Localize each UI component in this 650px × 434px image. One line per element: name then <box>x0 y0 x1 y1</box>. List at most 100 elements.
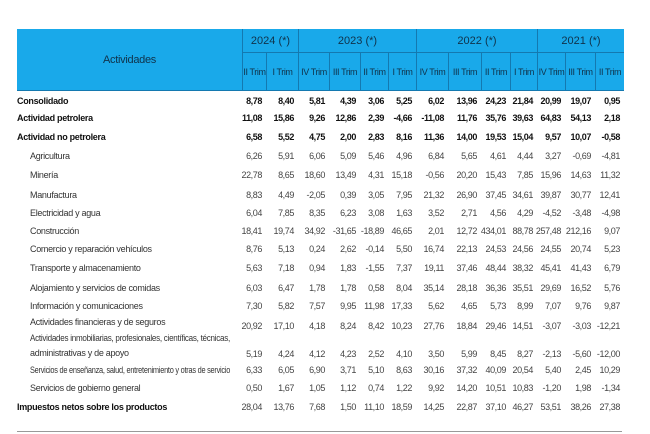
cell-value: 30,77 <box>570 190 591 200</box>
cell-value: 5,46 <box>368 151 384 161</box>
row-label: Construcción <box>30 226 79 236</box>
cell-value: 2,01 <box>428 226 444 236</box>
cell-value: 0,94 <box>309 263 325 273</box>
cell-value: 3,08 <box>368 208 384 218</box>
cell-value: 20,20 <box>456 170 477 180</box>
cell-value: -1,55 <box>365 263 384 273</box>
cell-value: 4,44 <box>517 151 533 161</box>
cell-value: 37,32 <box>456 365 477 375</box>
row-label: Consolidado <box>17 96 69 106</box>
table-row: Comercio y reparación vehículos 8,76 5,13 0… <box>0 243 650 259</box>
cell-value: -1,20 <box>542 383 561 393</box>
cell-value: 7,57 <box>309 301 325 311</box>
cell-value: 2,62 <box>340 244 356 254</box>
cell-value: 4,75 <box>309 132 325 142</box>
cell-value: 6,79 <box>604 263 620 273</box>
cell-value: 9,76 <box>575 301 591 311</box>
row-label: Actividades inmobiliarias, profesionales… <box>30 333 230 343</box>
cell-value: 212,16 <box>565 226 592 236</box>
cell-value: 4,65 <box>461 301 477 311</box>
cell-value: -1,34 <box>601 383 620 393</box>
cell-value: 11,08 <box>241 113 262 123</box>
cell-value: 39,63 <box>512 113 533 123</box>
cell-value: 24,55 <box>540 244 561 254</box>
cell-value: 9,95 <box>340 301 356 311</box>
cell-value: 5,99 <box>461 349 477 359</box>
cell-value: 4,12 <box>309 349 325 359</box>
row-label: Impuestos netos sobre los productos <box>17 402 168 412</box>
cell-value: 4,49 <box>278 190 294 200</box>
cell-value: 8,16 <box>396 132 412 142</box>
cell-value: 5,73 <box>490 301 506 311</box>
cell-value: 1,78 <box>309 283 325 293</box>
cell-value: 8,78 <box>246 96 262 106</box>
table-row: Consolidado 8,78 8,40 5,81 4,39 3,06 5,25 6,02 1… <box>0 95 650 111</box>
cell-value: 19,53 <box>485 132 506 142</box>
cell-value: 20,92 <box>241 321 262 331</box>
cell-value: 5,25 <box>396 96 412 106</box>
cell-value: 5,91 <box>278 151 294 161</box>
cell-value: 45,41 <box>540 263 561 273</box>
cell-value: 18,59 <box>391 402 412 412</box>
cell-value: 10,23 <box>391 321 412 331</box>
cell-value: 1,67 <box>278 383 294 393</box>
cell-value: 8,35 <box>309 208 325 218</box>
quarter-header: II Trim <box>595 53 624 90</box>
cell-value: 20,54 <box>512 365 533 375</box>
cell-value: 8,99 <box>517 301 533 311</box>
cell-value: 46,27 <box>512 402 533 412</box>
cell-value: 37,10 <box>485 402 506 412</box>
cell-value: -2,05 <box>306 190 325 200</box>
cell-value: 10,29 <box>599 365 620 375</box>
cell-value: 12,41 <box>599 190 620 200</box>
cell-value: 6,06 <box>309 151 325 161</box>
cell-value: 10,83 <box>512 383 533 393</box>
cell-value: -2,13 <box>542 349 561 359</box>
cell-value: 15,04 <box>512 132 533 142</box>
cell-value: 434,01 <box>480 226 507 236</box>
cell-value: 5,52 <box>278 132 294 142</box>
row-label: Agricultura <box>30 151 70 161</box>
cell-value: 3,71 <box>340 365 356 375</box>
table-row: Servicios de enseñanza, salud, entreteni… <box>0 364 650 380</box>
cell-value: 3,06 <box>368 96 384 106</box>
table-row: Agricultura 6,26 5,91 6,06 5,09 5,46 4,96 6,84 5… <box>0 150 650 166</box>
quarter-header: IV Trim <box>416 53 448 90</box>
cell-value: 4,10 <box>396 349 412 359</box>
cell-value: 21,32 <box>423 190 444 200</box>
cell-value: 4,23 <box>340 349 356 359</box>
cell-value: 7,18 <box>278 263 294 273</box>
row-label: Transporte y almacenamiento <box>30 263 141 273</box>
cell-value: 8,42 <box>368 321 384 331</box>
cell-value: -0,58 <box>601 132 620 142</box>
cell-value: 64,83 <box>540 113 561 123</box>
year-group-header: 2022 (*) <box>416 29 537 53</box>
cell-value: 3,27 <box>545 151 561 161</box>
cell-value: 35,14 <box>423 283 444 293</box>
cell-value: 7,07 <box>545 301 561 311</box>
cell-value: 0,24 <box>309 244 325 254</box>
cell-value: 35,76 <box>485 113 506 123</box>
cell-value: 8,45 <box>490 349 506 359</box>
cell-value: 40,09 <box>485 365 506 375</box>
cell-value: 1,78 <box>340 283 356 293</box>
cell-value: 9,92 <box>428 383 444 393</box>
row-label: Servicios de gobierno general <box>30 383 141 393</box>
cell-value: 28,04 <box>241 402 262 412</box>
cell-value: 29,69 <box>540 283 561 293</box>
quarter-header: II Trim <box>360 53 388 90</box>
cell-value: -5,60 <box>572 349 591 359</box>
cell-value: 5,09 <box>340 151 356 161</box>
cell-value: 30,16 <box>423 365 444 375</box>
cell-value: 11,10 <box>364 402 384 412</box>
cell-value: 17,10 <box>273 321 294 331</box>
cell-value: 13,49 <box>335 170 356 180</box>
cell-value: 4,18 <box>309 321 325 331</box>
cell-value: 257,48 <box>535 226 562 236</box>
cell-value: -0,56 <box>425 170 444 180</box>
cell-value: -18,89 <box>360 226 385 236</box>
cell-value: 2,83 <box>368 132 384 142</box>
cell-value: 15,18 <box>391 170 412 180</box>
cell-value: 6,84 <box>428 151 444 161</box>
bottom-rule <box>17 431 622 432</box>
